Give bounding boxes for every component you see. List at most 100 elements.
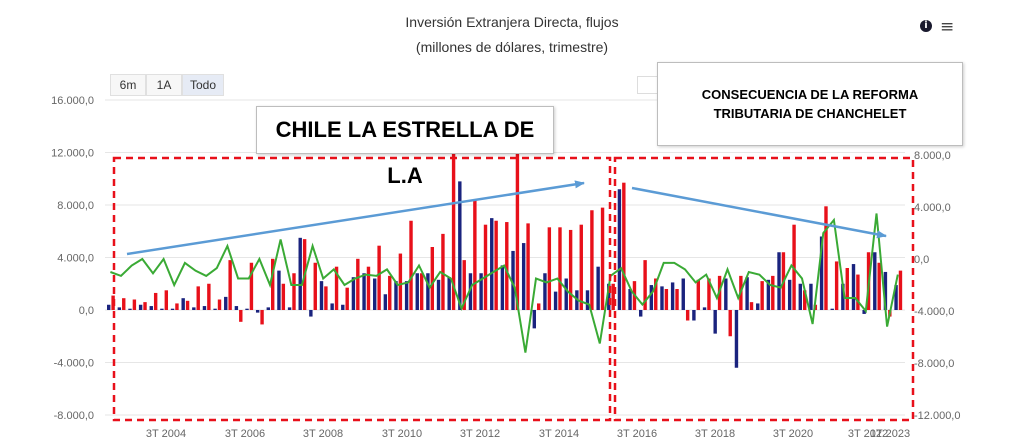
bar-red	[345, 287, 349, 310]
bar-red	[568, 229, 573, 310]
bar-blue	[883, 271, 888, 310]
bar-blue	[639, 310, 643, 317]
left-axis-tick-label: 8.000,0	[57, 200, 94, 212]
bar-blue	[447, 277, 451, 310]
green-series-line	[110, 213, 899, 353]
x-axis-tick-label: 3T 2006	[225, 428, 265, 440]
bar-red	[462, 260, 466, 310]
right-axis-tick-label: -4.000,0	[914, 306, 954, 318]
left-axis-tick-label: 12.000,0	[51, 148, 94, 160]
bar-red	[334, 266, 339, 310]
bar-red	[771, 275, 775, 310]
hamburger-menu-icon[interactable]: ≡	[940, 17, 955, 37]
bar-red	[132, 299, 137, 310]
date-range-input[interactable]	[637, 76, 658, 94]
bar-blue	[819, 236, 824, 310]
bar-red	[877, 262, 881, 310]
bar-red	[494, 220, 498, 310]
bar-blue	[181, 298, 185, 310]
annotation-reform-line2: TRIBUTARIA DE CHANCHELET	[713, 106, 907, 121]
bar-red	[547, 227, 552, 310]
bar-red	[398, 253, 403, 310]
bar-blue	[383, 294, 388, 310]
bar-series	[107, 145, 903, 368]
bar-blue	[138, 304, 143, 310]
chart-subtitle: (millones de dólares, trimestre)	[415, 39, 609, 55]
bar-red	[196, 286, 200, 310]
trend-arrow-down	[631, 186, 887, 239]
bar-blue	[532, 310, 537, 329]
dashed-box-right	[613, 156, 915, 422]
bar-blue	[170, 308, 175, 310]
bar-red	[845, 268, 849, 310]
bar-blue	[607, 283, 611, 310]
x-axis-tick-label: 3T 2020	[773, 428, 813, 440]
bar-blue	[809, 283, 813, 310]
bar-red	[185, 300, 190, 310]
bar-blue	[362, 273, 366, 310]
bar-red	[217, 299, 222, 310]
bar-blue	[543, 273, 547, 310]
bar-blue	[373, 278, 377, 310]
bar-red	[175, 303, 179, 310]
bar-blue	[266, 307, 271, 310]
info-icon[interactable]: i	[920, 20, 932, 32]
x-axis-tick-label: 3T 2018	[695, 428, 735, 440]
bar-red	[122, 298, 126, 310]
bar-red	[898, 270, 903, 310]
bar-blue	[436, 279, 441, 310]
bar-red	[590, 210, 594, 310]
bar-red	[611, 283, 615, 310]
bar-red	[239, 310, 243, 322]
bar-blue	[490, 218, 494, 310]
x-axis-tick-label: 3T 2012	[460, 428, 500, 440]
bar-red	[749, 302, 754, 310]
bar-red	[824, 206, 828, 310]
bar-blue	[670, 282, 675, 310]
annotation-reform-line1: CONSECUENCIA DE LA REFORMA	[701, 87, 919, 102]
range-button-1a[interactable]: 1A	[146, 74, 182, 96]
bar-blue	[213, 308, 217, 310]
bar-blue	[287, 307, 292, 310]
x-axis-tick-label: 3T 2016	[617, 428, 657, 440]
right-axis-ticks: -12.000,0 -8.000,0 -4.000,0 0,0 4.000,0 8.000…	[914, 150, 960, 422]
bar-red	[313, 262, 317, 310]
bar-red	[377, 245, 381, 310]
bar-blue	[255, 310, 260, 313]
bar-blue	[202, 306, 207, 310]
bar-red	[856, 274, 860, 310]
bar-blue	[724, 278, 728, 310]
bar-blue	[649, 285, 654, 310]
bar-blue	[553, 291, 558, 310]
bar-blue	[309, 310, 313, 317]
bar-red	[760, 281, 764, 310]
bar-red	[228, 260, 232, 310]
bar-blue	[319, 281, 324, 310]
bar-blue	[894, 285, 898, 310]
bar-blue	[404, 281, 409, 310]
bar-blue	[245, 308, 249, 310]
bar-red	[430, 247, 435, 310]
bar-blue	[596, 266, 600, 310]
range-button-6m[interactable]: 6m	[110, 74, 146, 96]
bar-blue	[458, 181, 462, 310]
bar-red	[505, 222, 509, 310]
bar-red	[473, 199, 477, 310]
bar-blue	[617, 189, 622, 310]
bar-red	[249, 262, 254, 310]
bar-blue	[628, 289, 632, 310]
bar-red	[451, 145, 456, 310]
range-button-todo[interactable]: Todo	[182, 74, 224, 96]
left-axis-tick-label: -4.000,0	[54, 358, 94, 370]
dashed-box-left	[112, 156, 612, 422]
bar-red	[207, 283, 211, 310]
bar-red	[441, 233, 445, 310]
bar-blue	[415, 273, 419, 310]
bar-blue	[734, 310, 739, 368]
bar-blue	[234, 306, 239, 310]
bar-red	[643, 260, 647, 310]
right-axis-tick-label: -8.000,0	[914, 358, 954, 370]
x-axis-tick-label: 3T 2008	[303, 428, 343, 440]
left-axis-ticks: -8.000,0 -4.000,0 0,0 4.000,0 8.000,0 12.000,…	[51, 95, 94, 422]
bar-blue	[841, 283, 845, 310]
